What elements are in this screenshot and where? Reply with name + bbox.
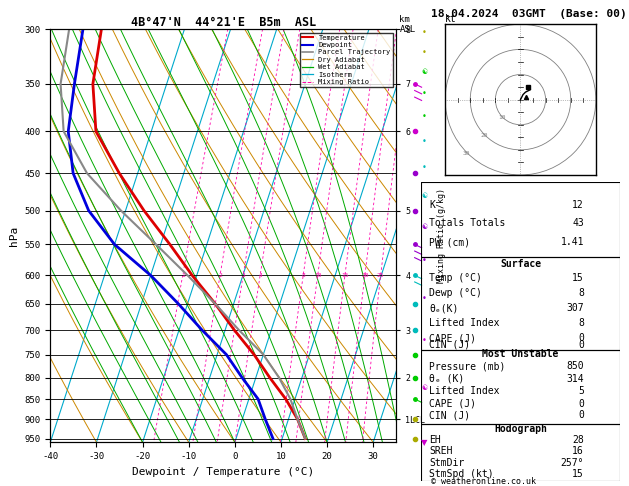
- Text: 0: 0: [578, 340, 584, 350]
- Text: PW (cm): PW (cm): [430, 237, 470, 247]
- Text: Most Unstable: Most Unstable: [482, 349, 559, 359]
- Text: SREH: SREH: [430, 446, 453, 456]
- Text: 28: 28: [572, 435, 584, 445]
- Text: 15: 15: [572, 274, 584, 283]
- Legend: Temperature, Dewpoint, Parcel Trajectory, Dry Adiabat, Wet Adiabat, Isotherm, Mi: Temperature, Dewpoint, Parcel Trajectory…: [301, 33, 392, 87]
- Text: •: •: [422, 163, 427, 172]
- Text: θₑ(K): θₑ(K): [430, 303, 459, 313]
- Text: km: km: [399, 15, 410, 24]
- Text: 12: 12: [572, 200, 584, 209]
- Text: •: •: [422, 89, 427, 98]
- Text: 18.04.2024  03GMT  (Base: 00): 18.04.2024 03GMT (Base: 00): [431, 9, 626, 19]
- Text: EH: EH: [430, 435, 441, 445]
- Text: 0: 0: [578, 410, 584, 420]
- Text: 20: 20: [361, 273, 369, 278]
- Title: 4B°47'N  44°21'E  B5m  ASL: 4B°47'N 44°21'E B5m ASL: [131, 16, 316, 29]
- Text: •: •: [422, 256, 427, 265]
- Text: 0: 0: [578, 333, 584, 343]
- Text: 8: 8: [578, 318, 584, 329]
- Text: 307: 307: [566, 303, 584, 313]
- Text: 850: 850: [566, 361, 584, 371]
- Text: 4: 4: [259, 273, 262, 278]
- Text: Lifted Index: Lifted Index: [430, 386, 500, 396]
- Text: © weatheronline.co.uk: © weatheronline.co.uk: [431, 477, 536, 486]
- Text: K: K: [430, 200, 435, 209]
- Text: •: •: [422, 137, 427, 146]
- Text: •: •: [422, 294, 427, 303]
- Text: Mixing Ratio (g/kg): Mixing Ratio (g/kg): [437, 188, 446, 283]
- X-axis label: Dewpoint / Temperature (°C): Dewpoint / Temperature (°C): [132, 467, 314, 477]
- Text: ☯: ☯: [421, 384, 428, 391]
- Text: 1.41: 1.41: [560, 237, 584, 247]
- Text: 8: 8: [301, 273, 305, 278]
- Text: Surface: Surface: [500, 259, 541, 269]
- Text: ASL: ASL: [399, 25, 416, 34]
- Text: CAPE (J): CAPE (J): [430, 399, 476, 409]
- Text: ☯: ☯: [421, 193, 428, 199]
- Text: Totals Totals: Totals Totals: [430, 219, 506, 228]
- Text: •: •: [422, 48, 427, 56]
- Text: •: •: [422, 28, 427, 37]
- Text: θₑ (K): θₑ (K): [430, 374, 465, 383]
- Text: 10: 10: [499, 115, 506, 120]
- Text: StmDir: StmDir: [430, 458, 465, 468]
- Text: 257°: 257°: [560, 458, 584, 468]
- Text: 10: 10: [314, 273, 321, 278]
- Text: •: •: [422, 112, 427, 122]
- Text: ▼: ▼: [421, 438, 428, 447]
- Text: CIN (J): CIN (J): [430, 340, 470, 350]
- Text: Pressure (mb): Pressure (mb): [430, 361, 506, 371]
- Text: 20: 20: [481, 133, 488, 139]
- Text: 3: 3: [242, 273, 245, 278]
- Text: 43: 43: [572, 219, 584, 228]
- Text: CIN (J): CIN (J): [430, 410, 470, 420]
- Text: 15: 15: [572, 469, 584, 479]
- Text: 25: 25: [377, 273, 384, 278]
- Text: kt: kt: [445, 14, 457, 24]
- Text: 1: 1: [181, 273, 184, 278]
- Text: ☯: ☯: [421, 224, 428, 230]
- Text: Hodograph: Hodograph: [494, 424, 547, 434]
- Text: 314: 314: [566, 374, 584, 383]
- Text: 30: 30: [462, 151, 470, 156]
- Text: 16: 16: [572, 446, 584, 456]
- Text: 15: 15: [341, 273, 348, 278]
- Text: 0: 0: [578, 399, 584, 409]
- Text: 2: 2: [218, 273, 222, 278]
- Text: •: •: [422, 336, 427, 345]
- Text: 5: 5: [578, 386, 584, 396]
- Text: Temp (°C): Temp (°C): [430, 274, 482, 283]
- Y-axis label: hPa: hPa: [9, 226, 19, 246]
- Text: StmSpd (kt): StmSpd (kt): [430, 469, 494, 479]
- Text: 8: 8: [578, 288, 584, 298]
- Text: Dewp (°C): Dewp (°C): [430, 288, 482, 298]
- Text: ☯: ☯: [421, 69, 428, 75]
- Text: CAPE (J): CAPE (J): [430, 333, 476, 343]
- Text: Lifted Index: Lifted Index: [430, 318, 500, 329]
